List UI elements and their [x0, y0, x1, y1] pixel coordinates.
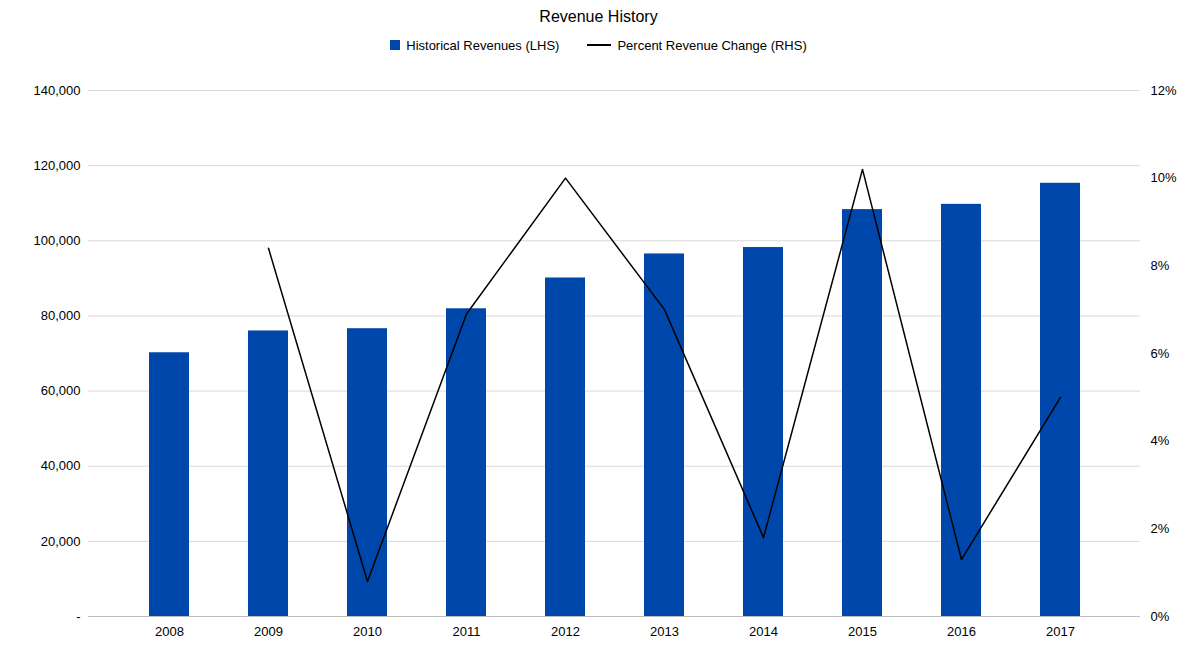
svg-text:2013: 2013: [650, 624, 679, 639]
svg-text:2011: 2011: [453, 624, 481, 639]
svg-text:2010: 2010: [353, 624, 382, 639]
svg-text:2012: 2012: [551, 624, 580, 639]
html-text:Revenue History: Revenue History: [539, 8, 658, 25]
svg-text:60,000: 60,000: [41, 383, 81, 398]
svg-text:80,000: 80,000: [41, 308, 81, 323]
svg-text:120,000: 120,000: [34, 158, 81, 173]
svg-text:8%: 8%: [1151, 258, 1170, 273]
svg-text:10%: 10%: [1151, 170, 1177, 185]
svg-text:2016: 2016: [947, 624, 976, 639]
svg-text:2015: 2015: [848, 624, 877, 639]
html-text:Percent Revenue Change (RHS): Percent Revenue Change (RHS): [617, 37, 807, 53]
svg-text:0%: 0%: [1151, 609, 1170, 624]
svg-text:12%: 12%: [1151, 83, 1177, 98]
svg-text:2017: 2017: [1046, 624, 1075, 639]
html-text:Historical Revenues (LHS): Historical Revenues (LHS): [406, 37, 560, 53]
svg-text:40,000: 40,000: [41, 458, 81, 473]
svg-text:6%: 6%: [1151, 346, 1170, 361]
svg-text:2009: 2009: [254, 624, 283, 639]
svg-text:20,000: 20,000: [41, 534, 81, 549]
svg-text:2%: 2%: [1151, 521, 1170, 536]
svg-text:2008: 2008: [155, 624, 184, 639]
svg-text:-: -: [76, 609, 80, 624]
svg-text:140,000: 140,000: [34, 83, 81, 98]
svg-text:4%: 4%: [1151, 433, 1170, 448]
svg-text:100,000: 100,000: [34, 233, 81, 248]
svg-text:2014: 2014: [749, 624, 778, 639]
